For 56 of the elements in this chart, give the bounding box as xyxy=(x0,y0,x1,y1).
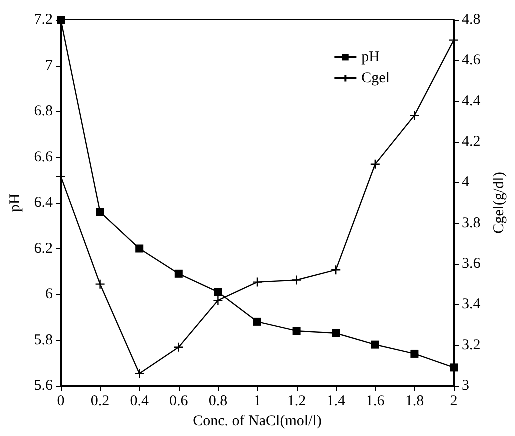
y2-tick-label: 3.6 xyxy=(462,256,482,272)
x-tick-label: 0 xyxy=(57,394,65,410)
y-tick-label: 6.6 xyxy=(34,149,54,166)
y2-tick-label: 4.8 xyxy=(462,12,481,28)
y2-tick-label: 4 xyxy=(462,174,470,191)
point xyxy=(174,270,183,278)
point xyxy=(174,342,184,352)
point xyxy=(134,368,145,379)
point xyxy=(95,279,106,290)
x-tick-label: 0.2 xyxy=(90,394,110,410)
x-tick-label: 1 xyxy=(254,394,262,410)
y2-tick-label: 4.2 xyxy=(462,134,481,150)
point xyxy=(331,265,342,276)
legend-label: pH xyxy=(362,50,380,66)
y-tick-label: 6.2 xyxy=(34,240,53,257)
point xyxy=(136,244,144,253)
y2-tick-label: 3.4 xyxy=(462,296,482,313)
point xyxy=(254,318,262,326)
x-tick-label: 0.8 xyxy=(208,394,228,410)
y2-tick-label: 4.4 xyxy=(462,93,482,110)
point xyxy=(96,208,104,216)
point xyxy=(213,296,224,306)
x-tick-label: 1.2 xyxy=(287,394,306,410)
y-tick-label: 5.8 xyxy=(34,332,53,348)
point xyxy=(448,35,460,46)
x-tick-label: 2 xyxy=(450,394,458,410)
point xyxy=(410,110,420,121)
y-axis-title: pH xyxy=(8,194,24,212)
point xyxy=(410,350,419,358)
point xyxy=(56,171,66,182)
y-tick-label: 5.6 xyxy=(34,378,54,394)
x-tick-label: 1.8 xyxy=(405,394,424,410)
point xyxy=(332,329,340,338)
y2-tick-label: 3.8 xyxy=(462,215,481,232)
y-tick-label: 7.2 xyxy=(34,12,53,28)
point xyxy=(450,364,458,372)
y-tick-label: 6 xyxy=(46,286,54,302)
point xyxy=(370,159,380,170)
x-tick-label: 0.4 xyxy=(130,394,150,410)
x-axis-title: Conc. of NaCl(mol/l) xyxy=(193,413,322,430)
y2-axis-title: Cgel(g/dl) xyxy=(492,172,508,234)
y2-tick-label: 3 xyxy=(462,378,470,394)
x-tick-label: 1.6 xyxy=(366,394,386,410)
point xyxy=(292,327,301,336)
point xyxy=(214,288,222,296)
point xyxy=(371,340,380,349)
y-tick-label: 7 xyxy=(46,58,54,74)
y-tick-label: 6.8 xyxy=(34,104,53,120)
point xyxy=(292,275,302,286)
y-tick-label: 6.4 xyxy=(34,195,54,211)
point xyxy=(252,277,263,288)
legend-label: Cgel xyxy=(362,70,390,86)
y2-tick-label: 3.2 xyxy=(462,337,481,354)
x-tick-label: 0.6 xyxy=(170,394,189,410)
y2-tick-label: 4.6 xyxy=(462,52,482,69)
x-tick-label: 1.4 xyxy=(326,394,346,410)
